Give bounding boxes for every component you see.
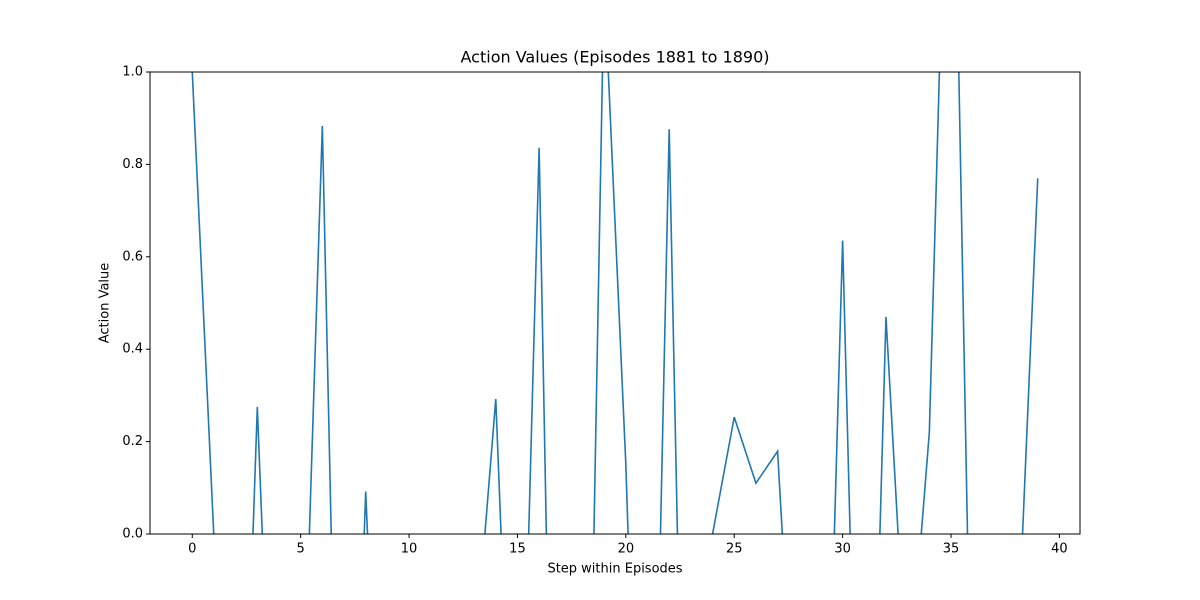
- x-tick-label: 30: [834, 542, 851, 557]
- x-tick-label: 35: [943, 542, 960, 557]
- x-tick-label: 15: [509, 542, 526, 557]
- y-axis-label: Action Value: [98, 263, 113, 344]
- y-tick-label: 0.0: [122, 527, 143, 542]
- plot-layer: 0 5 10 15 20 25 30 35 40 0.0 0.2 0.4 0.6 0.8 1.0: [122, 65, 1068, 557]
- y-tick-label: 0.6: [122, 249, 143, 264]
- x-tick-label: 40: [1051, 542, 1068, 557]
- x-tick-label: 20: [618, 542, 635, 557]
- y-tick-label: 0.2: [122, 434, 143, 449]
- plot-frame: [149, 71, 1081, 535]
- x-tick-label: 25: [726, 542, 743, 557]
- x-tick-label: 10: [401, 542, 418, 557]
- y-tick-label: 0.4: [122, 342, 143, 357]
- x-tick-label: 0: [188, 542, 196, 557]
- x-tick-label: 5: [297, 542, 305, 557]
- x-axis-label: Step within Episodes: [547, 562, 682, 577]
- y-tick-label: 1.0: [122, 65, 143, 80]
- chart-title: Action Values (Episodes 1881 to 1890): [461, 48, 770, 67]
- y-tick-label: 0.8: [122, 157, 143, 172]
- data-line: [191, 72, 1039, 534]
